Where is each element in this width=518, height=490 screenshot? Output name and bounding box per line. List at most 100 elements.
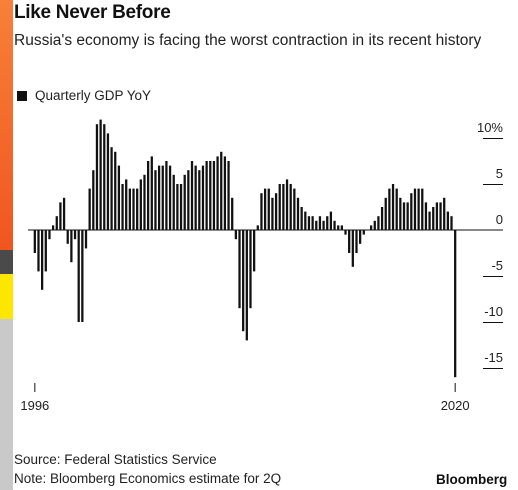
bar-99 bbox=[395, 188, 398, 230]
decorative-strip-yellow bbox=[0, 274, 13, 319]
bar-51 bbox=[220, 151, 223, 230]
bar-104 bbox=[413, 188, 417, 230]
bar-11 bbox=[73, 230, 77, 240]
bar-24 bbox=[121, 184, 124, 230]
bar-44 bbox=[194, 165, 197, 230]
bar-107 bbox=[424, 202, 428, 230]
bar-58 bbox=[245, 230, 248, 341]
bar-43 bbox=[190, 161, 194, 230]
decorative-strip-orange bbox=[0, 0, 13, 250]
y-tick-label: -10 bbox=[484, 304, 503, 319]
bar-57 bbox=[242, 230, 245, 332]
bar-78 bbox=[318, 216, 322, 230]
bar-14 bbox=[84, 230, 88, 249]
bar-49 bbox=[212, 161, 216, 230]
bar-100 bbox=[399, 197, 402, 230]
y-tick-label: 0 bbox=[496, 212, 503, 227]
bar-45 bbox=[198, 170, 201, 230]
bar-113 bbox=[446, 211, 449, 230]
y-tick-label: -5 bbox=[491, 258, 503, 273]
bar-55 bbox=[234, 230, 237, 240]
bar-105 bbox=[417, 188, 420, 230]
bar-39 bbox=[176, 184, 179, 230]
bar-4 bbox=[48, 230, 51, 240]
bar-7 bbox=[59, 202, 62, 230]
bar-84 bbox=[340, 225, 343, 230]
bar-3 bbox=[44, 230, 47, 272]
bar-66 bbox=[274, 193, 278, 230]
bar-16 bbox=[92, 170, 95, 230]
bar-114 bbox=[450, 216, 453, 230]
bar-47 bbox=[205, 161, 208, 230]
legend-swatch bbox=[17, 90, 27, 101]
bar-19 bbox=[103, 124, 106, 230]
bar-112 bbox=[443, 197, 446, 230]
bar-30 bbox=[143, 174, 146, 230]
bar-29 bbox=[139, 179, 142, 230]
bar-50 bbox=[216, 156, 219, 230]
bar-21 bbox=[110, 147, 113, 230]
chart-title: Like Never Before bbox=[14, 2, 171, 23]
bar-6 bbox=[55, 216, 58, 230]
bar-36 bbox=[165, 161, 168, 230]
bar-94 bbox=[377, 216, 380, 230]
bar-59 bbox=[249, 230, 252, 309]
bar-40 bbox=[179, 184, 183, 230]
bar-95 bbox=[380, 207, 384, 230]
bar-15 bbox=[88, 188, 91, 230]
bar-97 bbox=[388, 188, 391, 230]
bar-22 bbox=[114, 151, 117, 230]
bar-69 bbox=[285, 179, 289, 230]
bar-0 bbox=[33, 230, 36, 253]
bar-10 bbox=[70, 230, 73, 263]
bar-17 bbox=[95, 124, 99, 230]
bar-41 bbox=[183, 174, 186, 230]
bar-5 bbox=[51, 225, 55, 230]
bar-73 bbox=[300, 207, 303, 230]
bar-75 bbox=[307, 216, 311, 230]
bar-31 bbox=[147, 161, 150, 230]
bar-33 bbox=[154, 170, 157, 230]
bar-8 bbox=[62, 197, 66, 230]
y-tick-label: 10% bbox=[477, 120, 503, 135]
bar-115 bbox=[454, 230, 457, 378]
bar-108 bbox=[428, 211, 431, 230]
bar-111 bbox=[439, 202, 442, 230]
bar-56 bbox=[238, 230, 241, 309]
y-tick-label: 5 bbox=[496, 166, 503, 181]
bar-101 bbox=[402, 202, 406, 230]
bar-74 bbox=[304, 211, 307, 230]
estimate-note: Note: Bloomberg Economics estimate for 2… bbox=[14, 471, 282, 486]
bar-85 bbox=[344, 230, 347, 235]
bar-23 bbox=[117, 165, 121, 230]
bar-96 bbox=[384, 197, 387, 230]
bar-90 bbox=[362, 230, 365, 235]
bar-64 bbox=[267, 188, 270, 230]
bar-9 bbox=[66, 230, 69, 244]
bar-61 bbox=[256, 225, 259, 230]
brand-logo: Bloomberg bbox=[436, 472, 508, 487]
bar-32 bbox=[150, 156, 153, 230]
bar-1 bbox=[37, 230, 40, 272]
bar-54 bbox=[231, 197, 234, 230]
bar-46 bbox=[201, 165, 205, 230]
source-note: Source: Federal Statistics Service bbox=[14, 452, 217, 467]
y-tick-label: -15 bbox=[484, 350, 503, 365]
bar-34 bbox=[157, 165, 161, 230]
bar-79 bbox=[322, 220, 325, 230]
bar-76 bbox=[311, 216, 314, 230]
bar-26 bbox=[128, 188, 131, 230]
y-axis: 10% 5 0 -5 -10 -15 bbox=[477, 120, 503, 369]
bar-72 bbox=[296, 197, 300, 230]
bar-83 bbox=[337, 225, 340, 230]
bar-70 bbox=[289, 184, 292, 230]
bar-53 bbox=[227, 161, 230, 230]
decorative-strip-dark bbox=[0, 250, 13, 274]
bar-86 bbox=[348, 230, 351, 253]
bar-63 bbox=[263, 188, 267, 230]
bar-12 bbox=[77, 230, 80, 322]
bar-67 bbox=[278, 184, 281, 230]
bar-52 bbox=[223, 156, 227, 230]
decorative-strip-gray bbox=[0, 319, 13, 490]
